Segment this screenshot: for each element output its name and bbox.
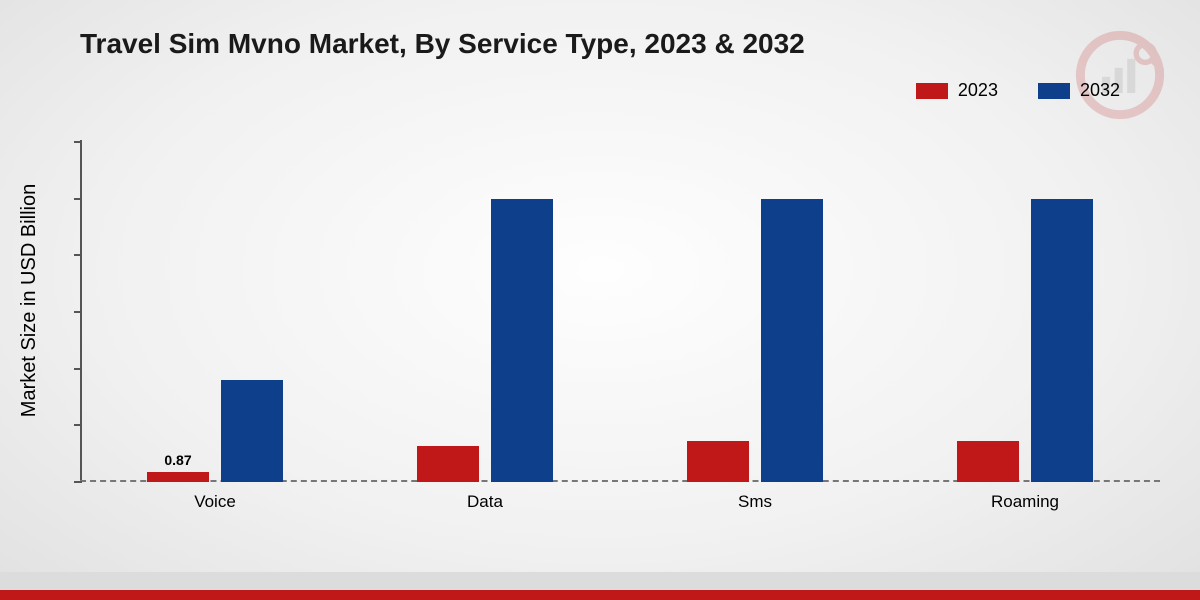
category-group: Data [350,140,620,520]
bar-group: 0.87 [80,142,350,482]
category-group: Roaming [890,140,1160,520]
bar-2032 [1031,199,1093,482]
category-label: Voice [80,492,350,512]
footer-red-bar [0,590,1200,600]
legend-item-2023: 2023 [916,80,998,101]
legend-label: 2023 [958,80,998,101]
bar-2032 [221,380,283,482]
legend-swatch [1038,83,1070,99]
category-label: Sms [620,492,890,512]
value-label: 0.87 [164,452,191,468]
chart-canvas: Travel Sim Mvno Market, By Service Type,… [0,0,1200,600]
legend-swatch [916,83,948,99]
bar-2023 [417,446,479,482]
legend: 2023 2032 [916,80,1120,101]
bar-group [890,142,1160,482]
category-label: Roaming [890,492,1160,512]
plot-area: 0.87 VoiceDataSmsRoaming [80,140,1160,520]
category-label: Data [350,492,620,512]
bar-2023 [147,472,209,482]
bar-2032 [761,199,823,482]
category-group: Sms [620,140,890,520]
bar-group [620,142,890,482]
bar-group [350,142,620,482]
legend-item-2032: 2032 [1038,80,1120,101]
bar-2023 [957,441,1019,482]
bar-2023 [687,441,749,482]
watermark-logo-icon [1075,30,1165,120]
y-axis-label: Market Size in USD Billion [0,0,60,600]
chart-title: Travel Sim Mvno Market, By Service Type,… [80,28,805,60]
bar-2032 [491,199,553,482]
legend-label: 2032 [1080,80,1120,101]
footer-grey-bar [0,572,1200,590]
category-group: 0.87 Voice [80,140,350,520]
